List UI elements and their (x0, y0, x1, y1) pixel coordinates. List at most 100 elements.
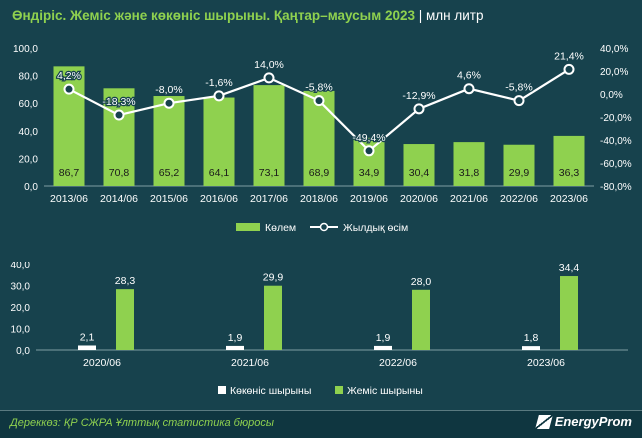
x-tick-label: 2021/06 (450, 193, 488, 205)
y-tick-label: 100,0 (13, 44, 38, 55)
legend-swatch-fruit (335, 386, 343, 394)
x-tick-label: 2013/06 (50, 193, 88, 205)
bar-value-label: 65,2 (159, 167, 180, 179)
bottom-chart: 0,0 10,0 20,0 30,0 40,0 2,1 28,3 2020/06 1,9 29,9… (11, 262, 628, 397)
bar-vegetable (226, 345, 244, 350)
growth-point (313, 95, 325, 107)
y-tick-label: 20,0 (11, 303, 31, 314)
legend-label-vegetable: Көкөніс шырыны (230, 385, 311, 397)
y2-tick-label: 40,0% (600, 44, 628, 55)
x-tick-label: 2019/06 (350, 193, 388, 205)
bar-vegetable-label: 1,8 (524, 332, 539, 344)
legend-swatch-volume (236, 223, 260, 231)
growth-value-label: -18,3% (102, 96, 135, 108)
growth-point (213, 90, 225, 102)
y-tick-label: 80,0 (19, 72, 39, 83)
growth-value-label: -5,8% (305, 82, 332, 94)
y-tick-label: 60,0 (19, 99, 39, 110)
growth-value-label: -8,0% (155, 84, 182, 96)
growth-point (513, 95, 525, 107)
unit-text: | млн литр (418, 8, 484, 23)
bar (153, 96, 185, 186)
growth-point (163, 97, 175, 109)
y-tick-label: 0,0 (16, 346, 30, 357)
x-tick-label: 2015/06 (150, 193, 188, 205)
legend-label-growth: Жылдық өсім (343, 222, 408, 234)
growth-value-label: -5,8% (505, 82, 532, 94)
growth-point (413, 103, 425, 115)
bar (253, 85, 285, 186)
bar-vegetable (522, 346, 540, 350)
y-tick-label: 10,0 (11, 325, 31, 336)
x-tick-label: 2022/06 (500, 193, 538, 205)
legend-label-fruit: Жеміс шырыны (347, 385, 423, 397)
bar (403, 144, 435, 186)
x-tick-label: 2014/06 (100, 193, 138, 205)
chart-title: Өндіріс. Жеміс және көкөніс шырыны. Қаңт… (12, 8, 483, 23)
bar-vegetable-label: 2,1 (80, 331, 95, 343)
y2-tick-label: -80,0% (600, 182, 632, 193)
bar-vegetable-label: 1,9 (228, 332, 243, 344)
growth-point (63, 83, 75, 95)
title-text: Өндіріс. Жеміс және көкөніс шырыны. Қаңт… (12, 8, 415, 23)
top-chart: 0,0 20,0 40,0 60,0 80,0 100,0 -80,0% -60,0% -40,… (13, 44, 632, 234)
bar (553, 135, 585, 186)
legend-label-volume: Көлем (265, 222, 296, 234)
x-tick-label: 2023/06 (527, 357, 565, 369)
growth-value-label: 14,0% (254, 59, 284, 71)
bar-value-label: 29,9 (509, 167, 530, 179)
y-tick-label: 40,0 (19, 127, 39, 138)
growth-value-label: 4,2% (57, 70, 81, 82)
y2-tick-label: 0,0% (600, 90, 623, 101)
bar (453, 142, 485, 186)
bar-fruit-label: 28,0 (411, 276, 432, 288)
bar-value-label: 36,3 (559, 167, 580, 179)
y-tick-label: 30,0 (11, 282, 31, 293)
growth-value-label: -1,6% (205, 77, 232, 89)
growth-point (263, 72, 275, 84)
bar-fruit (264, 285, 282, 350)
x-tick-label: 2020/06 (400, 193, 438, 205)
bar-value-label: 68,9 (309, 167, 330, 179)
y-tick-label: 20,0 (19, 154, 39, 165)
bar-fruit (412, 289, 430, 350)
y2-tick-label: -20,0% (600, 113, 632, 124)
y2-tick-label: 20,0% (600, 67, 628, 78)
bar-fruit-label: 28,3 (115, 275, 136, 287)
bar-vegetable (374, 345, 392, 350)
y-tick-label: 40,0 (11, 262, 31, 271)
bar-value-label: 31,8 (459, 167, 480, 179)
bar-value-label: 34,9 (359, 167, 380, 179)
y2-tick-label: -40,0% (600, 136, 632, 147)
x-tick-label: 2018/06 (300, 193, 338, 205)
growth-point (463, 83, 475, 95)
bar (503, 144, 535, 186)
growth-point (563, 63, 575, 75)
bar-value-label: 70,8 (109, 167, 130, 179)
x-tick-label: 2022/06 (379, 357, 417, 369)
growth-point (363, 145, 375, 157)
bar-vegetable-label: 1,9 (376, 332, 391, 344)
growth-point (113, 109, 125, 121)
bar (303, 90, 335, 186)
x-tick-label: 2017/06 (250, 193, 288, 205)
bar-value-label: 86,7 (59, 167, 80, 179)
source-text: Дереккөз: ҚР СЖРА Ұлттық статистика бюро… (10, 417, 274, 429)
bar (103, 88, 135, 186)
bar-value-label: 64,1 (209, 167, 230, 179)
growth-value-label: 21,4% (554, 50, 584, 62)
growth-value-label: -12,9% (402, 90, 435, 102)
energyprom-logo: EnergyProm (534, 414, 632, 429)
growth-value-label: -49,4% (352, 132, 385, 144)
x-tick-label: 2021/06 (231, 357, 269, 369)
bar-value-label: 30,4 (409, 167, 430, 179)
bar-vegetable (78, 345, 96, 350)
x-tick-label: 2016/06 (200, 193, 238, 205)
footer: Дереккөз: ҚР СЖРА Ұлттық статистика бюро… (0, 410, 642, 438)
x-tick-label: 2020/06 (83, 357, 121, 369)
legend-marker-growth (319, 222, 329, 232)
logo-text: EnergyProm (554, 414, 632, 429)
bar-fruit (116, 289, 134, 350)
bar-fruit (560, 276, 578, 350)
y-tick-label: 0,0 (24, 182, 38, 193)
